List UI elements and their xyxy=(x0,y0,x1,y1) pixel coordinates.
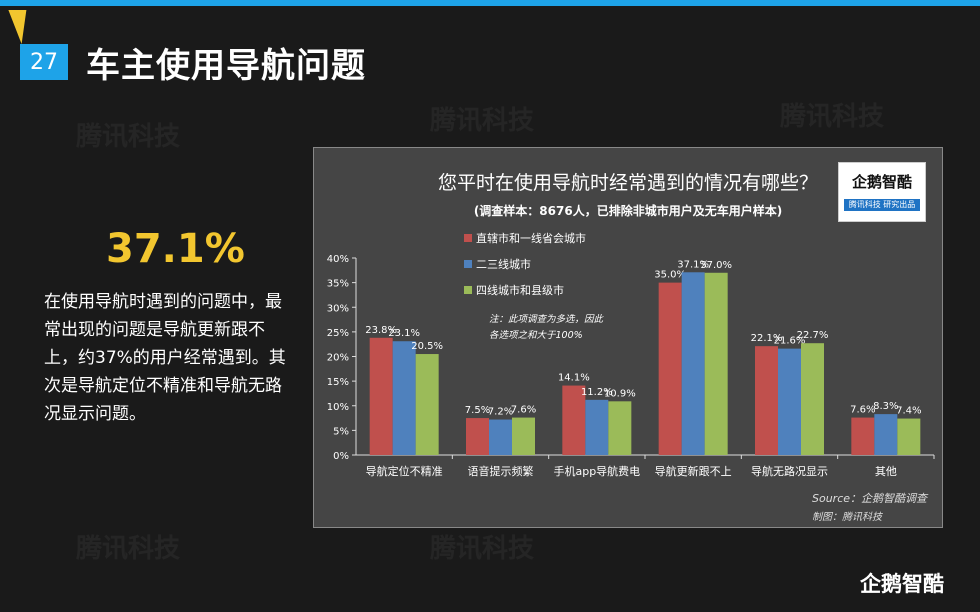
bar xyxy=(369,337,393,455)
bar xyxy=(466,418,489,455)
y-tick-label: 5% xyxy=(333,426,349,437)
watermark: 腾讯科技 xyxy=(430,534,535,564)
legend-swatch xyxy=(464,260,472,268)
bar xyxy=(681,272,705,455)
watermark: 腾讯科技 xyxy=(780,102,885,132)
legend-label: 二三线城市 xyxy=(476,257,531,271)
bar xyxy=(755,346,778,455)
bar-data-label: 37.1% xyxy=(677,259,709,270)
chart-source: Source：企鹅智酷调查 xyxy=(812,492,928,505)
big-stat: 37.1% xyxy=(106,226,245,272)
page-number: 27 xyxy=(30,49,58,75)
chart-panel: 您平时在使用导航时经常遇到的情况有哪些？ (调查样本：8676人，已排除非城市用… xyxy=(313,147,943,528)
y-tick-label: 30% xyxy=(327,303,349,314)
x-tick-label: 导航更新跟不上 xyxy=(655,464,732,478)
x-tick-label: 导航无路况显示 xyxy=(751,464,828,478)
x-tick-label: 手机app导航费电 xyxy=(553,464,640,478)
y-tick-label: 40% xyxy=(327,254,349,265)
y-tick-label: 20% xyxy=(327,353,349,364)
bar xyxy=(392,341,416,455)
x-tick-label: 语音提示频繁 xyxy=(468,464,534,478)
legend-swatch xyxy=(464,286,472,294)
page-number-badge: 27 xyxy=(20,44,68,80)
bar xyxy=(489,419,512,455)
y-tick-label: 35% xyxy=(327,279,349,290)
chart-note-line: 注：此项调查为多选，因此 xyxy=(489,314,604,325)
bar xyxy=(562,385,586,455)
y-tick-label: 15% xyxy=(327,377,349,388)
brand-logo: 企鹅智酷 腾讯科技 研究出品 xyxy=(838,162,926,222)
bar-data-label: 7.5% xyxy=(465,405,490,416)
bar-data-label: 7.6% xyxy=(850,405,875,416)
bar xyxy=(512,417,535,455)
bar xyxy=(851,417,875,455)
page-title: 车主使用导航问题 xyxy=(86,46,366,86)
bar xyxy=(897,418,921,455)
bar xyxy=(778,348,801,455)
bar-data-label: 11.2% xyxy=(581,387,613,398)
chart-maker: 制图：腾讯科技 xyxy=(812,512,882,523)
bar-data-label: 22.1% xyxy=(751,333,783,344)
bar xyxy=(704,272,728,455)
brand-logo-text: 企鹅智酷 xyxy=(851,173,912,191)
x-tick-label: 其他 xyxy=(875,465,897,478)
description-text: 在使用导航时遇到的问题中，最常出现的问题是导航更新跟不上，约37%的用户经常遇到… xyxy=(44,292,286,424)
bar xyxy=(608,401,632,455)
brand-logo-strip: 腾讯科技 研究出品 xyxy=(844,199,920,211)
bar xyxy=(415,354,439,455)
bar-data-label: 23.8% xyxy=(365,325,397,336)
y-tick-label: 10% xyxy=(327,402,349,413)
bar-data-label: 7.4% xyxy=(896,406,921,417)
bar-data-label: 14.1% xyxy=(558,373,590,384)
bar-data-label: 10.9% xyxy=(604,388,636,399)
bar-data-label: 21.6% xyxy=(774,336,806,347)
chart-note-line: 各选项之和大于100% xyxy=(489,330,583,341)
watermark: 腾讯科技 xyxy=(76,122,181,152)
bar xyxy=(585,399,609,455)
bar-data-label: 23.1% xyxy=(388,328,420,339)
chart-note: 注：此项调查为多选，因此 各选项之和大于100% xyxy=(489,312,603,344)
bar-data-label: 37.0% xyxy=(700,260,732,271)
legend-swatch xyxy=(464,234,472,242)
x-tick-label: 导航定位不精准 xyxy=(366,464,443,478)
bar-data-label: 22.7% xyxy=(797,330,829,341)
bottom-brand-logo: 企鹅智酷 xyxy=(860,572,944,596)
bar xyxy=(658,282,682,455)
bar-data-label: 8.3% xyxy=(873,401,898,412)
y-tick-label: 0% xyxy=(333,451,349,462)
legend-label: 直辖市和一线省会城市 xyxy=(476,231,586,245)
y-tick-label: 25% xyxy=(327,328,349,339)
bar-data-label: 35.0% xyxy=(654,270,686,281)
yellow-accent-shape xyxy=(3,10,27,44)
bar-data-label: 20.5% xyxy=(411,341,443,352)
bar-chart: 0% 5% 10% 15% 20% 25% 30% 35% 40% 23.8%23.1% 20.5%… xyxy=(327,231,935,478)
watermark: 腾讯科技 xyxy=(430,106,535,136)
watermark: 腾讯科技 xyxy=(76,534,181,564)
chart-subtitle: (调查样本：8676人，已排除非城市用户及无车用户样本) xyxy=(473,204,783,218)
bar-data-label: 7.6% xyxy=(511,405,536,416)
bar xyxy=(874,414,898,455)
bar xyxy=(801,343,824,455)
chart-title: 您平时在使用导航时经常遇到的情况有哪些？ xyxy=(437,172,818,194)
legend-label: 四线城市和县级市 xyxy=(476,283,564,297)
bar-data-label: 7.2% xyxy=(488,407,513,418)
top-accent-bar xyxy=(0,0,980,6)
